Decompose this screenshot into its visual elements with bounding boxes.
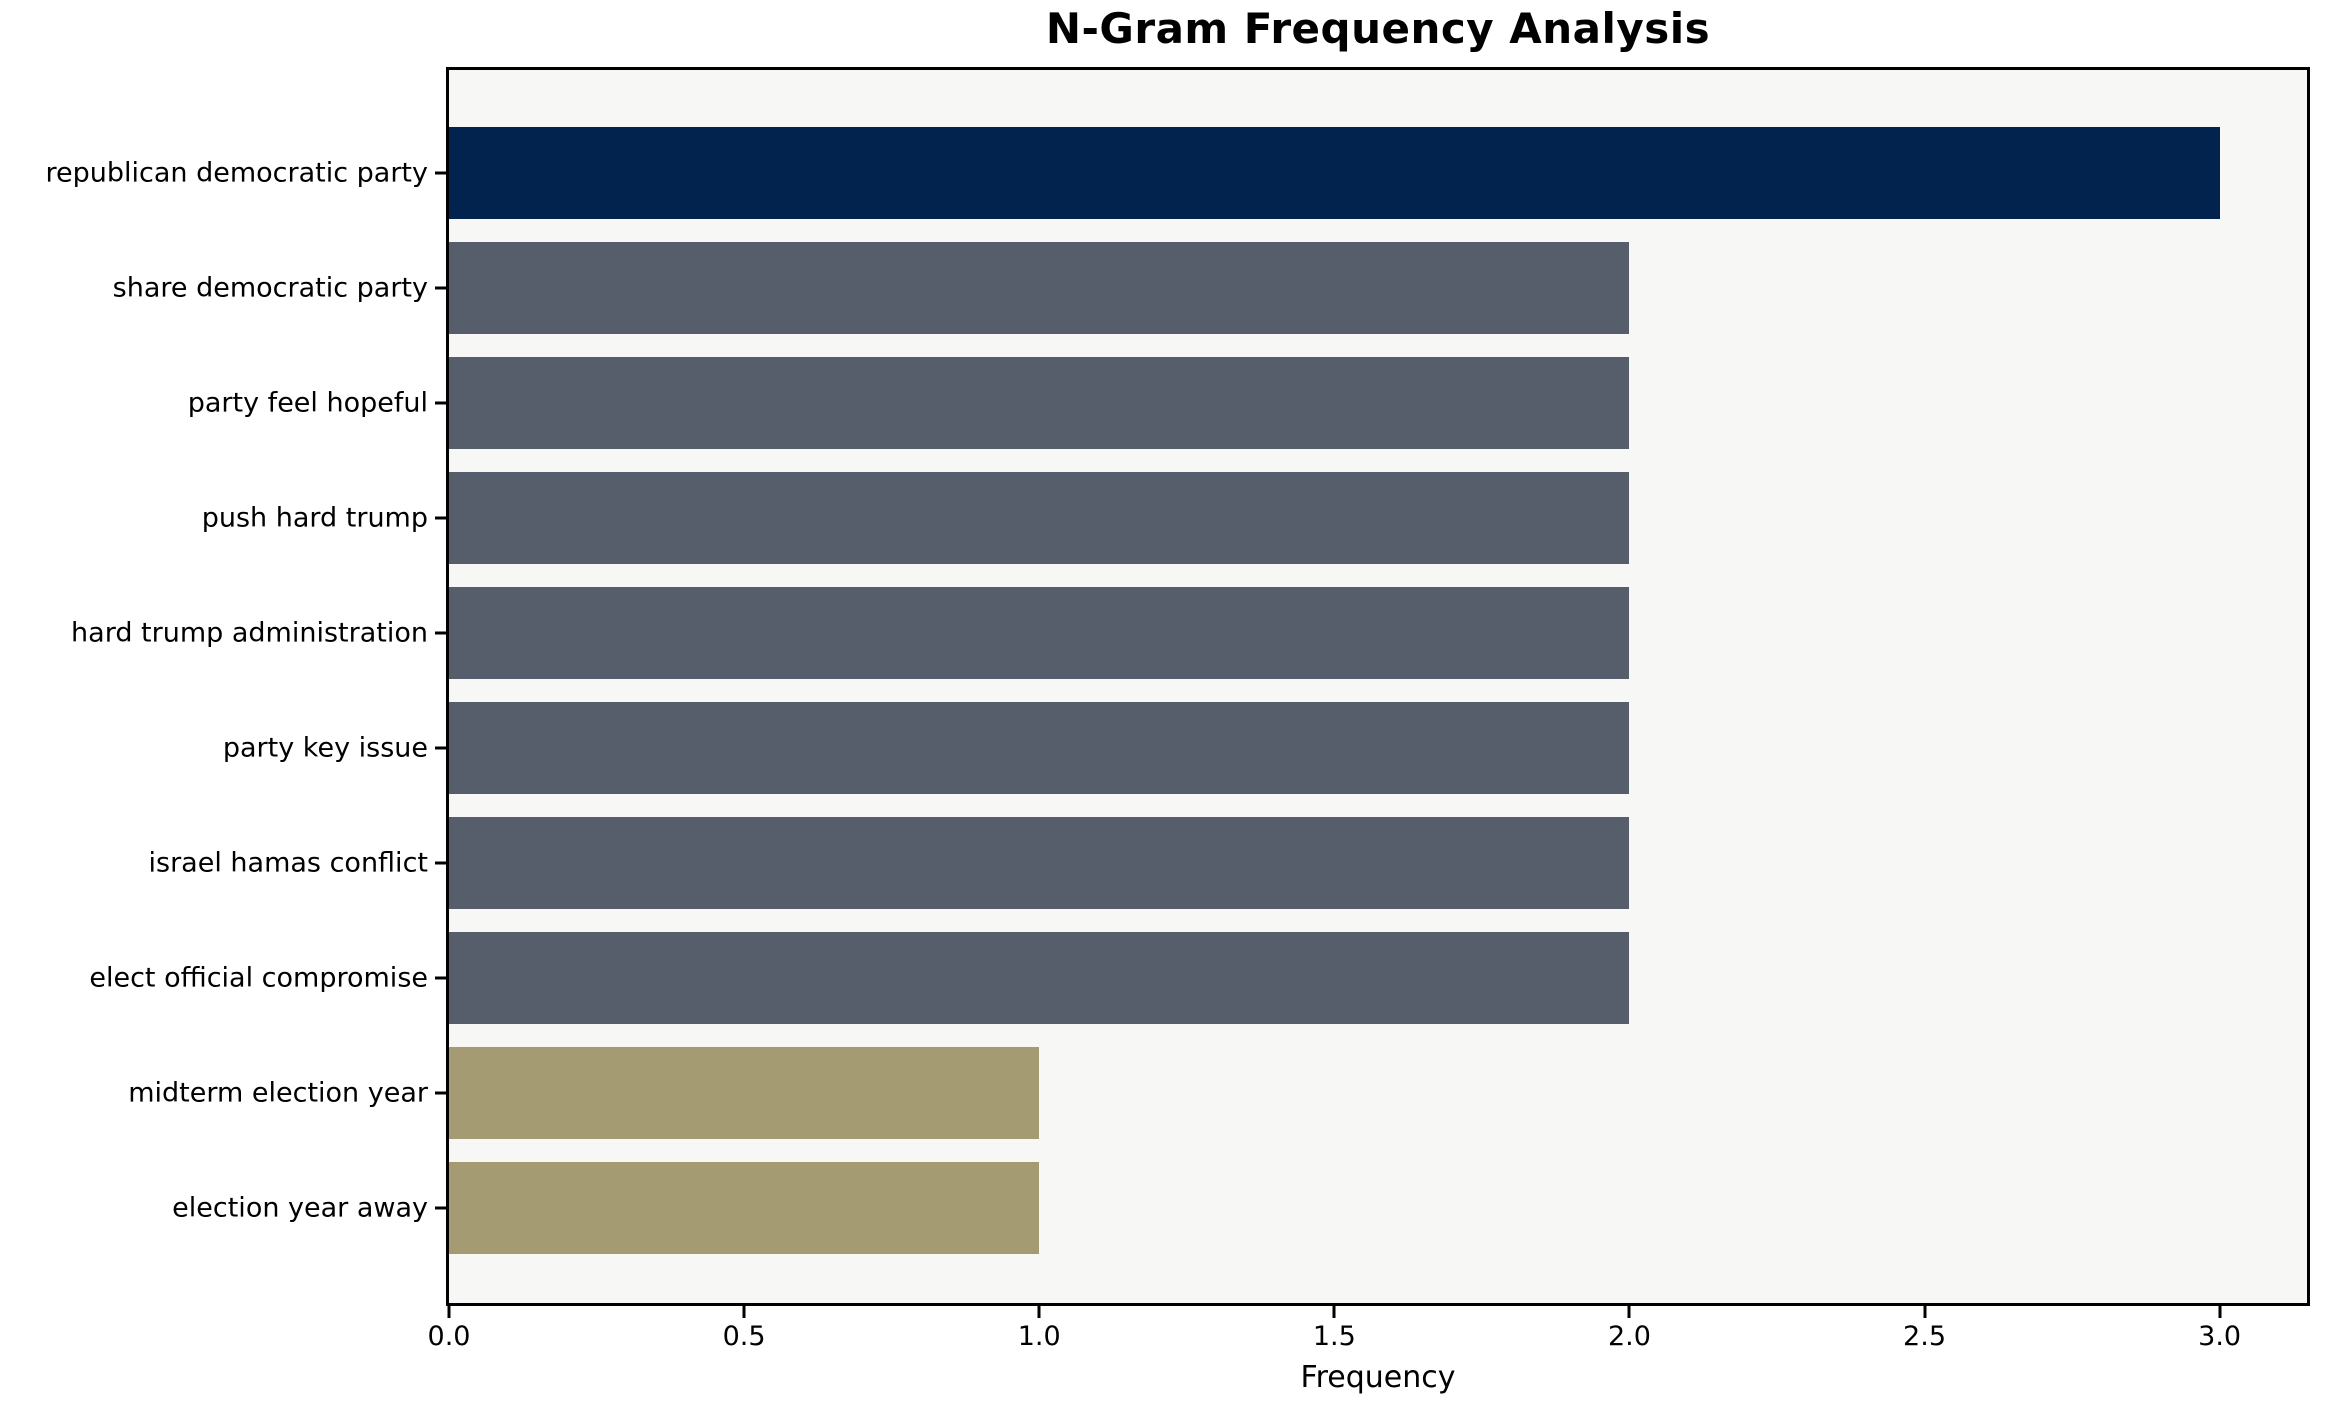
y-tick-mark — [435, 746, 449, 749]
x-tick-label: 1.5 — [1312, 1321, 1356, 1352]
y-tick-label: push hard trump — [201, 502, 428, 533]
bar — [449, 356, 1630, 449]
bar — [449, 241, 1630, 334]
bar-row — [449, 920, 2307, 1035]
y-tick-label: israel hamas conflict — [148, 847, 428, 878]
y-tick-label: election year away — [172, 1192, 428, 1223]
x-tick-mark — [1627, 1306, 1631, 1318]
bar-row — [449, 690, 2307, 805]
y-tick-mark — [435, 171, 449, 174]
y-tick-mark — [435, 516, 449, 519]
y-tick-mark — [435, 631, 449, 634]
bar — [449, 816, 1630, 909]
bars-area — [449, 70, 2307, 1303]
x-axis-ticks — [447, 1306, 2307, 1318]
bar-row — [449, 1150, 2307, 1265]
bar-row — [449, 1035, 2307, 1150]
y-tick-mark — [435, 1206, 449, 1209]
y-tick-label: midterm election year — [128, 1077, 428, 1108]
plot-area — [446, 67, 2310, 1306]
x-tick-mark — [1037, 1306, 1041, 1318]
bar — [449, 126, 2220, 219]
x-axis-label: Frequency — [1300, 1360, 1456, 1395]
bar — [449, 1161, 1040, 1254]
bar — [449, 701, 1630, 794]
y-tick-mark — [435, 1091, 449, 1094]
y-tick-label: republican democratic party — [45, 157, 428, 188]
x-tick-mark — [1923, 1306, 1927, 1318]
bar-row — [449, 575, 2307, 690]
bar-row — [449, 460, 2307, 575]
bar — [449, 471, 1630, 564]
x-tick-label: 3.0 — [2198, 1321, 2242, 1352]
y-tick-label: share democratic party — [112, 272, 428, 303]
x-tick-label: 0.0 — [427, 1321, 471, 1352]
chart-title: N-Gram Frequency Analysis — [1045, 4, 1711, 53]
y-tick-label: elect official compromise — [89, 962, 428, 993]
y-tick-label: party key issue — [222, 732, 428, 763]
y-tick-mark — [435, 976, 449, 979]
x-tick-label: 2.0 — [1607, 1321, 1651, 1352]
bar-row — [449, 805, 2307, 920]
x-tick-label: 2.5 — [1903, 1321, 1947, 1352]
x-tick-mark — [2218, 1306, 2222, 1318]
y-tick-label: hard trump administration — [71, 617, 428, 648]
bar-row — [449, 345, 2307, 460]
x-axis-tick-labels: 0.0 0.5 1.0 1.5 2.0 2.5 3.0 — [428, 1321, 2307, 1356]
x-tick-mark — [447, 1306, 451, 1318]
x-tick-mark — [1332, 1306, 1336, 1318]
bar — [449, 931, 1630, 1024]
bar — [449, 1046, 1040, 1139]
y-tick-mark — [435, 401, 449, 404]
y-tick-mark — [435, 861, 449, 864]
x-tick-mark — [742, 1306, 746, 1318]
bar-row — [449, 230, 2307, 345]
bar-row — [449, 115, 2307, 230]
x-tick-label: 0.5 — [722, 1321, 766, 1352]
x-tick-label: 1.0 — [1017, 1321, 1061, 1352]
bar — [449, 586, 1630, 679]
y-tick-mark — [435, 286, 449, 289]
y-tick-label: party feel hopeful — [187, 387, 428, 418]
